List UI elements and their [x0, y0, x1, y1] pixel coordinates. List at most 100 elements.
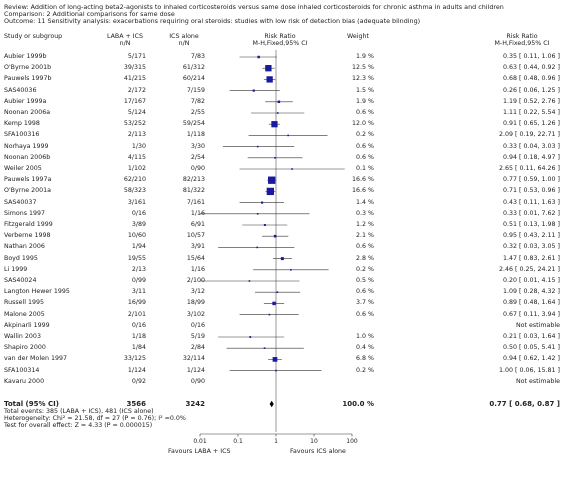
study-ics: 3/30: [190, 142, 205, 150]
study-laba: 5/171: [127, 53, 146, 60]
study-weight: 0.6 %: [356, 288, 374, 296]
study-ics: 5/19: [190, 333, 205, 340]
study-ics: 7/83: [190, 53, 205, 60]
study-ics: 18/99: [186, 299, 205, 307]
study-ci: 0.67 [ 0.11, 3.94 ]: [503, 310, 560, 318]
effect-square: [249, 336, 252, 338]
col-rr-method: M-H,Fixed,95% CI: [494, 40, 550, 48]
study-laba: 0/92: [131, 377, 146, 385]
col-laba-label: LABA + ICS: [106, 33, 144, 40]
study-name: Pauwels 1997b: [4, 75, 52, 83]
effect-square: [290, 269, 292, 271]
study-ci: 0.50 [ 0.05, 5.41 ]: [503, 344, 560, 352]
study-name: Nathan 2006: [4, 243, 45, 251]
study-weight: 1.2 %: [356, 221, 374, 228]
study-laba: 41/215: [123, 75, 146, 83]
study-ics: 6/91: [190, 221, 205, 228]
study-weight: 0.2 %: [356, 366, 374, 374]
study-weight: 0.6 %: [356, 109, 374, 116]
study-ics: 3/12: [190, 288, 205, 296]
study-ci: 0.33 [ 0.04, 3.03 ]: [503, 142, 560, 150]
effect-square: [276, 112, 279, 114]
study-ci: Not estimable: [515, 377, 560, 385]
comparison-title: Comparison: 2 Additional comparisons for…: [4, 10, 175, 18]
study-ics: 32/114: [182, 355, 205, 363]
effect-square: [291, 168, 293, 170]
study-weight: 16.6 %: [351, 176, 374, 184]
study-weight: 1.4 %: [356, 198, 374, 206]
study-ci: 0.63 [ 0.44, 0.92 ]: [503, 64, 560, 72]
study-laba: 0/16: [131, 321, 146, 329]
study-weight: 12.0 %: [351, 120, 374, 128]
study-ics: 10/57: [186, 232, 205, 240]
total-weight: 100.0 %: [342, 400, 374, 408]
study-name: Aubier 1999b: [4, 53, 47, 60]
study-laba: 0/16: [131, 209, 146, 217]
study-ics: 1/118: [186, 131, 205, 139]
study-weight: 6.8 %: [356, 355, 374, 363]
study-ci: 1.00 [ 0.06, 15.81 ]: [499, 366, 560, 374]
study-name: Akpinarli 1999: [4, 321, 50, 329]
study-laba: 2/13: [131, 265, 146, 273]
col-rrplot-label: Risk Ratio: [264, 33, 296, 40]
study-name: Verberne 1998: [4, 232, 51, 240]
effect-square: [261, 201, 264, 204]
study-ci: 0.35 [ 0.11, 1.06 ]: [503, 53, 560, 60]
effect-square: [287, 134, 289, 137]
study-laba: 17/167: [123, 97, 146, 105]
effect-square: [272, 301, 276, 306]
study-ci: Not estimable: [515, 321, 560, 329]
study-weight: 0.6 %: [356, 153, 374, 161]
study-ics: 1/16: [190, 209, 205, 217]
study-name: Noonan 2006b: [4, 153, 51, 161]
study-ci: 0.89 [ 0.48, 1.64 ]: [503, 299, 560, 307]
study-laba: 1/102: [127, 165, 146, 172]
outcome-title: Outcome: 11 Sensitivity analysis: exacer…: [4, 17, 421, 25]
study-ics: 7/159: [186, 86, 205, 94]
study-ci: 1.11 [ 0.22, 5.54 ]: [503, 109, 560, 116]
study-laba: 58/323: [123, 187, 146, 195]
study-laba: 2/101: [127, 310, 146, 318]
col-weight-header: Weight: [347, 33, 369, 40]
study-name: Boyd 1995: [4, 254, 38, 262]
effect-square: [268, 176, 276, 184]
total-ics-n: 3242: [185, 400, 205, 408]
study-name: Weiler 2005: [4, 165, 42, 172]
footer-heterogeneity: Heterogeneity: Chi² = 21.58, df = 27 (P …: [4, 415, 186, 422]
study-ics: 1/124: [186, 366, 205, 374]
study-laba: 39/315: [123, 64, 146, 72]
study-ics: 81/322: [182, 187, 205, 195]
study-name: Pauwels 1997a: [4, 176, 52, 184]
study-name: SFA100314: [4, 366, 40, 374]
study-name: Kemp 1998: [4, 120, 40, 128]
study-laba: 3/11: [131, 288, 146, 296]
review-title: Review: Addition of long-acting beta2-ag…: [4, 3, 504, 11]
study-weight: 1.0 %: [356, 333, 374, 340]
effect-square: [274, 157, 276, 159]
study-laba: 10/60: [127, 232, 146, 240]
study-weight: 1.9 %: [356, 53, 374, 60]
study-ci: 0.32 [ 0.03, 3.05 ]: [503, 243, 560, 251]
x-tick-label: 10: [310, 438, 318, 445]
col-rr-label: Risk Ratio: [506, 33, 538, 40]
study-ics: 59/254: [182, 120, 205, 128]
study-weight: 0.1 %: [356, 165, 374, 172]
favours-left-label: Favours LABA + ICS: [168, 448, 231, 455]
study-name: Li 1999: [4, 265, 28, 273]
study-ci: 1.19 [ 0.52, 2.76 ]: [503, 97, 560, 105]
study-weight: 0.4 %: [356, 344, 374, 352]
col-rrplot-header: Risk Ratio M-H,Fixed,95% CI: [230, 33, 330, 47]
study-ics: 15/64: [186, 254, 205, 262]
study-name: van der Molen 1997: [4, 355, 67, 363]
x-tick-label: 100: [346, 438, 358, 445]
effect-square: [248, 280, 251, 282]
study-laba: 53/252: [123, 120, 146, 128]
study-name: Norhaya 1999: [4, 142, 49, 150]
study-laba: 62/210: [123, 176, 146, 184]
x-tick-label: 1: [274, 438, 278, 445]
effect-square: [256, 246, 258, 249]
study-laba: 3/161: [127, 198, 146, 206]
study-ci: 0.71 [ 0.53, 0.96 ]: [503, 187, 560, 195]
footer-events: Total events: 385 (LABA + ICS), 481 (ICS…: [4, 408, 154, 415]
study-ci: 1.47 [ 0.83, 2.61 ]: [503, 254, 560, 262]
